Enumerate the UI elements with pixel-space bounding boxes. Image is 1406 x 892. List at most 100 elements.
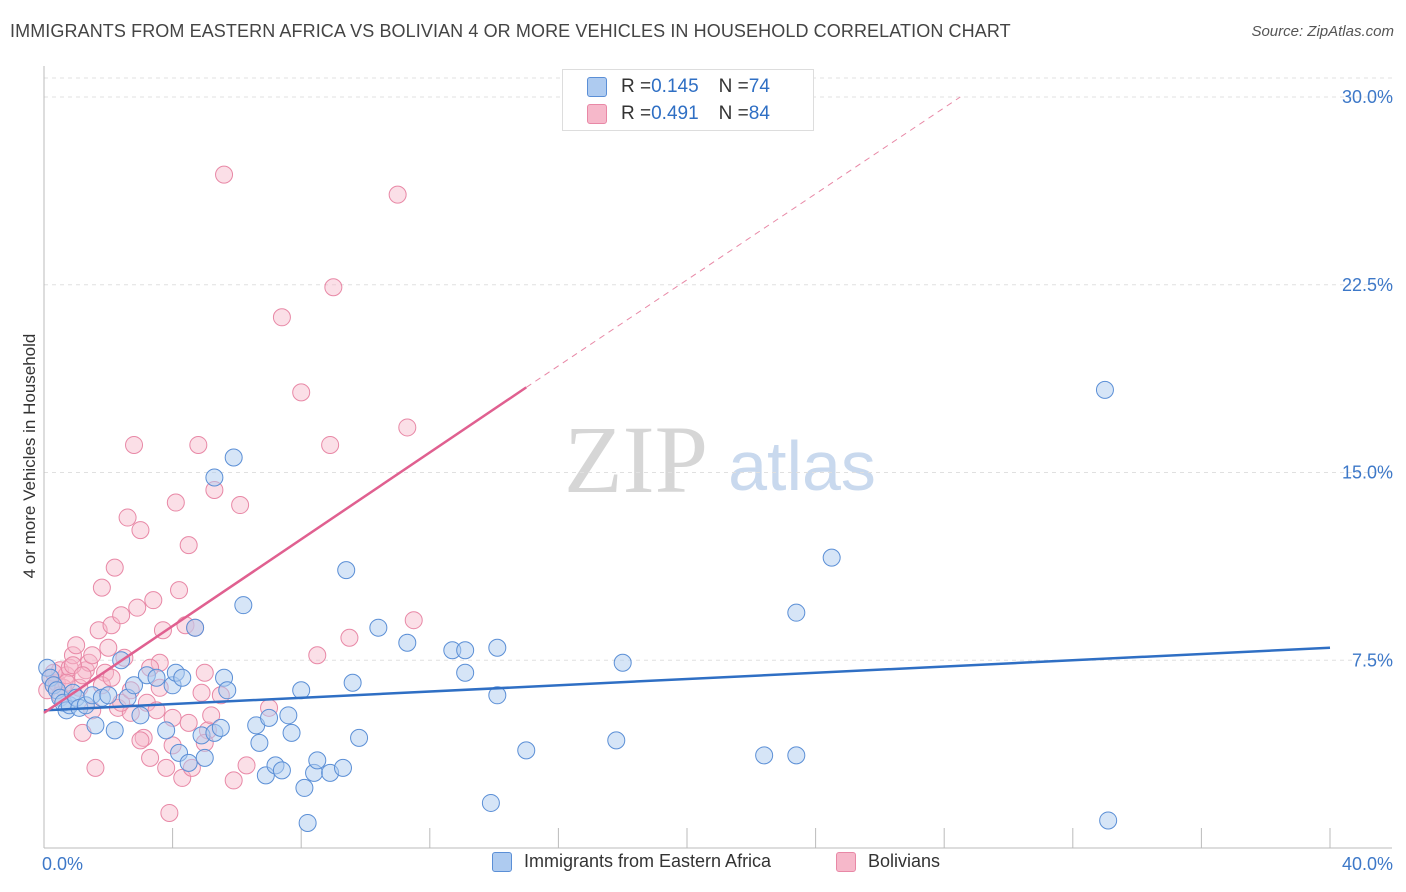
eastern-africa-point — [105, 721, 124, 740]
bolivians-point — [102, 616, 121, 635]
eastern-africa-point — [250, 733, 269, 752]
eastern-africa-point — [308, 751, 327, 770]
eastern-africa-point — [488, 638, 507, 657]
bolivians-point — [125, 435, 144, 454]
eastern-africa-point — [292, 681, 311, 700]
eastern-africa-point — [205, 468, 224, 487]
bolivians-point — [63, 646, 82, 665]
legend-r-label: R = — [621, 76, 652, 97]
eastern-africa-point — [157, 721, 176, 740]
eastern-africa-point — [218, 681, 237, 700]
legend-swatch-blue — [492, 851, 512, 872]
x-tick-label: 40.0% — [1342, 854, 1393, 874]
bolivians-point — [404, 611, 423, 630]
bolivians-point — [398, 418, 417, 437]
eastern-africa-point — [1095, 380, 1114, 399]
eastern-africa-point — [1099, 811, 1118, 830]
bolivians-point — [73, 666, 92, 685]
eastern-africa-point — [613, 653, 632, 672]
bolivians-point — [83, 646, 102, 665]
eastern-africa-point — [272, 761, 291, 780]
bolivians-point — [141, 748, 160, 767]
eastern-africa-point — [125, 676, 144, 695]
legend-r-value: 0.145 — [651, 76, 699, 97]
x-tick-label: 0.0% — [42, 854, 83, 874]
bolivians-point — [340, 628, 359, 647]
eastern-africa-point — [398, 633, 417, 652]
bolivians-point — [189, 435, 208, 454]
watermark: ZIP atlas — [564, 406, 876, 513]
eastern-africa-point — [195, 748, 214, 767]
eastern-africa-point — [369, 618, 388, 637]
legend-item-bolivians[interactable]: Bolivians — [836, 851, 940, 872]
bolivians-point — [179, 713, 198, 732]
bolivians-point — [99, 638, 118, 657]
legend-r-value: 0.491 — [651, 103, 699, 124]
y-tick-label: 30.0% — [1342, 87, 1393, 107]
bolivians-point — [308, 646, 327, 665]
bolivians-point — [231, 496, 250, 515]
correlation-legend: R = 0.145 N = 74 R = 0.491 N = 84 — [562, 69, 814, 131]
bolivians-point — [63, 656, 82, 675]
eastern-africa-point — [99, 686, 118, 705]
bolivians-point — [134, 728, 153, 747]
bolivians-point — [92, 578, 111, 597]
bolivians-point — [292, 383, 311, 402]
bolivians-point — [131, 521, 150, 540]
eastern-africa-point — [337, 561, 356, 580]
legend-swatch-blue — [587, 77, 607, 97]
eastern-africa-point — [755, 746, 774, 765]
bolivians-point — [272, 308, 291, 327]
eastern-africa-point — [456, 641, 475, 660]
bolivians-point — [105, 558, 124, 577]
bolivians-point — [170, 581, 189, 600]
bolivians-point — [202, 706, 221, 725]
eastern-africa-point — [822, 548, 841, 567]
bolivians-point — [237, 756, 256, 775]
legend-label: Immigrants from Eastern Africa — [524, 851, 772, 871]
legend-swatch-pink — [587, 104, 607, 124]
eastern-africa-point — [456, 663, 475, 682]
tick-labels: 7.5% 15.0% 22.5% 30.0% 0.0% 40.0% — [42, 87, 1393, 874]
bolivians-trend-extension — [525, 96, 961, 388]
chart-title: IMMIGRANTS FROM EASTERN AFRICA VS BOLIVI… — [10, 21, 1011, 41]
eastern-africa-point — [787, 603, 806, 622]
bolivians-trend-line — [43, 386, 527, 714]
watermark-atlas: atlas — [728, 427, 876, 505]
eastern-africa-point — [131, 706, 150, 725]
eastern-africa-point — [333, 758, 352, 777]
source-label: Source: ZipAtlas.com — [1251, 23, 1394, 40]
eastern-africa-point — [295, 778, 314, 797]
legend-n-label: N = — [718, 103, 749, 124]
bolivians-point — [179, 536, 198, 555]
eastern-africa-point — [350, 728, 369, 747]
bolivians-point — [86, 758, 105, 777]
legend-n-value: 84 — [748, 103, 770, 124]
legend-r-label: R = — [621, 103, 652, 124]
eastern-africa-point — [481, 793, 500, 812]
legend-swatch-pink — [836, 851, 856, 872]
bolivians-point — [160, 803, 179, 822]
eastern-africa-point — [224, 448, 243, 467]
bolivians-point — [195, 663, 214, 682]
series-legend: Immigrants from Eastern Africa Bolivians — [0, 851, 1406, 879]
y-tick-label: 15.0% — [1342, 463, 1393, 483]
bolivians-point — [215, 165, 234, 184]
eastern-africa-points — [38, 380, 1118, 832]
legend-item-eastern-africa[interactable]: Immigrants from Eastern Africa — [492, 851, 771, 872]
eastern-africa-point — [282, 723, 301, 742]
bolivians-point — [192, 683, 211, 702]
eastern-africa-point — [298, 813, 317, 832]
eastern-africa-point — [279, 706, 298, 725]
eastern-africa-point — [179, 753, 198, 772]
bolivians-point — [157, 758, 176, 777]
watermark-zip: ZIP — [564, 406, 708, 513]
eastern-africa-point — [173, 668, 192, 687]
bolivians-point — [224, 771, 243, 790]
bolivians-point — [102, 668, 121, 687]
trend-lines — [43, 96, 1331, 714]
legend-n-label: N = — [718, 76, 749, 97]
eastern-africa-trend-line — [43, 646, 1331, 712]
y-tick-label: 22.5% — [1342, 275, 1393, 295]
